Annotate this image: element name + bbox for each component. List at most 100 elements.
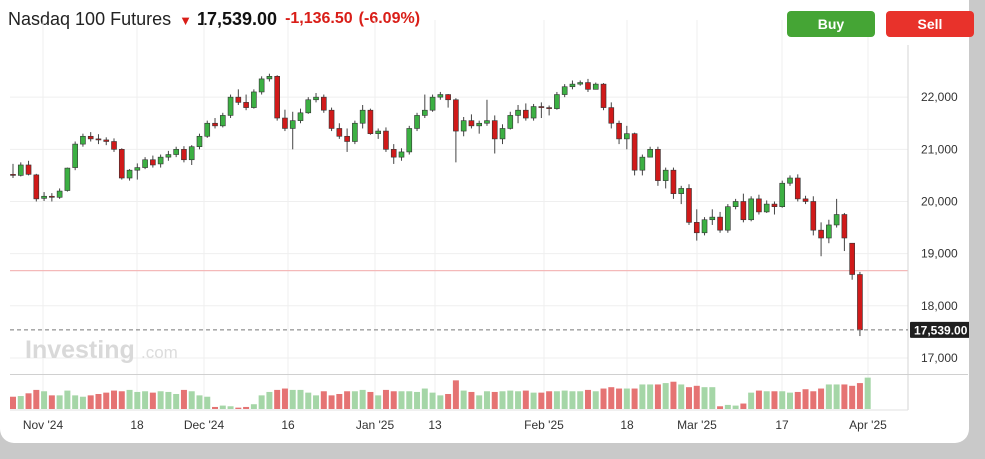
candle-body [523, 109, 529, 119]
candle-body [662, 169, 669, 181]
candle-body [390, 149, 397, 158]
x-tick-label: Mar '25 [677, 418, 717, 432]
candle-body [499, 128, 506, 140]
x-tick-label: Feb '25 [524, 418, 564, 432]
candle-body [701, 219, 708, 234]
candle-body [212, 122, 218, 127]
candle-body [678, 188, 685, 194]
volume-bar [390, 391, 397, 409]
candle-body [546, 107, 552, 109]
x-tick-label: 13 [428, 418, 442, 432]
volume-bar [289, 389, 296, 409]
volume-bar [592, 391, 599, 409]
candle-body [274, 75, 280, 119]
volume-bar [258, 395, 265, 409]
volume-bar [522, 390, 529, 409]
volume-bar [530, 392, 537, 409]
candle-body [95, 138, 102, 141]
volume-bar [17, 396, 24, 409]
volume-bar [856, 383, 863, 409]
candle-body [476, 122, 483, 127]
candlestick-chart[interactable]: Investing .com 22,000 21,000 20,000 19,000 1… [0, 0, 969, 443]
candle-body [266, 75, 273, 80]
candle-body [289, 120, 296, 129]
price-change-percent: (-6.09%) [358, 10, 421, 27]
volume-bar [600, 388, 607, 409]
volume-bar [616, 388, 623, 409]
volume-bar [561, 390, 568, 409]
candle-body [173, 149, 179, 155]
candle-body [554, 94, 560, 109]
candle-body [328, 109, 335, 129]
candle-body [748, 198, 754, 221]
candle-body [297, 112, 304, 121]
candle-body [64, 167, 71, 191]
volume-bar [849, 385, 856, 409]
candles [10, 73, 863, 337]
price-tick-label: 17,000 [921, 351, 958, 365]
volume-bar [72, 395, 79, 409]
candle-body [826, 224, 832, 239]
volume-bar [33, 389, 40, 409]
volume-bar [103, 392, 110, 409]
candle-body [352, 122, 358, 142]
candle-body [204, 122, 211, 137]
candle-body [196, 135, 203, 148]
candle-body [258, 78, 265, 93]
candle-body [414, 115, 420, 129]
volume-bar [825, 384, 832, 409]
volume-bar [483, 391, 490, 409]
buy-button[interactable]: Buy [787, 11, 875, 37]
volume-bar [717, 406, 724, 409]
volume-bar [740, 403, 747, 409]
volume-bar [320, 391, 327, 409]
candle-body [639, 156, 646, 171]
candle-body [709, 216, 716, 221]
candle-body [468, 120, 475, 127]
volume-bar [833, 384, 840, 409]
volume-bar [398, 391, 405, 409]
candle-body [80, 135, 86, 145]
volume-bar [491, 391, 498, 409]
current-price-box [910, 321, 969, 338]
candle-body [763, 203, 770, 213]
candle-body [592, 83, 599, 90]
candle-body [367, 109, 374, 134]
volume-bar [421, 388, 428, 409]
candle-body [794, 177, 801, 200]
candle-body [530, 106, 537, 119]
volume-bar [64, 390, 71, 409]
volume-bar [445, 393, 452, 409]
candle-body [818, 229, 824, 239]
candle-body [810, 201, 817, 231]
volume-bar [748, 392, 755, 409]
candle-body [802, 198, 809, 202]
candle-body [227, 96, 234, 116]
price-tick-label: 19,000 [921, 247, 958, 261]
volume-bar [227, 406, 234, 409]
volume-bar [631, 388, 638, 409]
candle-body [787, 177, 793, 184]
volume-bar [763, 391, 770, 409]
candle-body [118, 149, 125, 179]
volume-bar [546, 391, 553, 409]
volume-bar [142, 391, 149, 409]
candle-body [460, 120, 467, 132]
current-price-label: 17,539.00 [914, 323, 968, 337]
candle-body [445, 94, 451, 101]
volume-bar [313, 395, 320, 409]
volume-bar [165, 391, 172, 409]
watermark-suffix: .com [141, 343, 178, 362]
candle-body [429, 96, 436, 111]
candle-body [616, 122, 622, 140]
candle-body [569, 83, 576, 88]
volume-bar [810, 391, 817, 409]
x-tick-label: 18 [620, 418, 634, 432]
volume-bar [250, 404, 257, 409]
candle-body [134, 167, 141, 171]
sell-button[interactable]: Sell [886, 11, 974, 37]
candle-body [841, 214, 848, 239]
volume-bar [305, 392, 312, 409]
volume-bars [10, 377, 871, 409]
candle-body [181, 149, 187, 161]
